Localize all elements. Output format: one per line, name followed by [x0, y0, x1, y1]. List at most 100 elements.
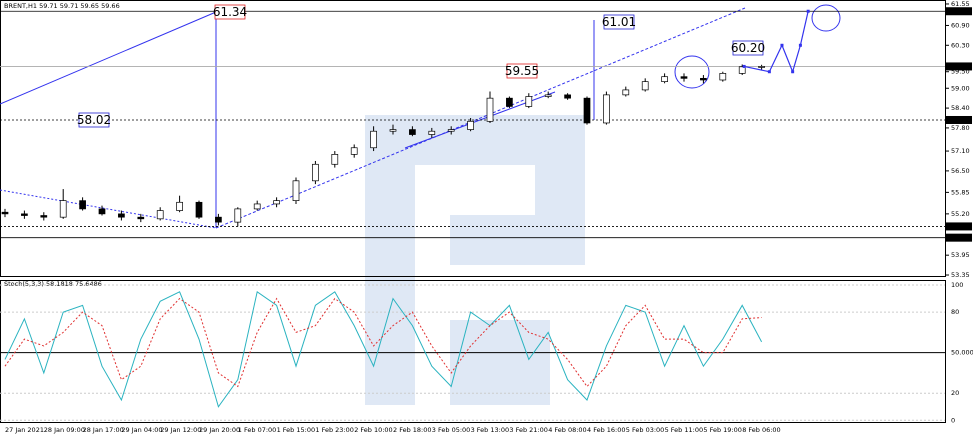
- forecast-point: [806, 9, 810, 13]
- x-tick-label: 2 Feb 10:00: [354, 426, 393, 434]
- candle-body: [467, 120, 474, 130]
- annotation: 59.55: [505, 64, 539, 78]
- x-tick-label: 1 Feb 23:00: [315, 426, 354, 434]
- candle-body: [758, 66, 765, 68]
- candle-body: [370, 130, 377, 149]
- candle-body: [506, 97, 513, 107]
- annotation: 60.20: [731, 41, 765, 55]
- candle-body: [409, 129, 416, 135]
- candle-body: [661, 76, 668, 82]
- candle-body: [719, 73, 727, 81]
- level-label-box: [946, 62, 972, 71]
- x-tick-label: 3 Feb 13:00: [471, 426, 510, 434]
- main-panel-frame: [0, 0, 946, 277]
- candle-body: [79, 200, 86, 210]
- forecast-point: [791, 70, 795, 74]
- y-tick-label: 60.30: [951, 41, 970, 49]
- candle-body: [253, 203, 261, 210]
- y-tick-label: 58.40: [951, 104, 970, 112]
- level-label-box: [946, 115, 972, 124]
- annotation: 58.02: [77, 113, 111, 127]
- y-tick-label: 53.95: [951, 251, 970, 259]
- candle-body: [583, 97, 591, 124]
- forecast-point: [780, 43, 784, 47]
- candle-body: [156, 210, 164, 220]
- y-tick-label: 53.35: [951, 271, 970, 279]
- x-tick-label: 3 Feb 21:00: [509, 426, 548, 434]
- forecast-point: [767, 70, 771, 74]
- candle-body: [525, 96, 533, 107]
- x-tick-label: 5 Feb 03:00: [626, 426, 665, 434]
- candle-body: [195, 201, 203, 218]
- x-tick-label: 4 Feb 16:00: [587, 426, 626, 434]
- y-tick-label: 61.55: [951, 0, 970, 8]
- x-tick-label: 28 Jan 09:00: [44, 426, 85, 434]
- annotation: 61.34: [213, 5, 247, 19]
- y-tick-label: 59.50: [951, 68, 970, 76]
- annotation-box: [603, 14, 635, 30]
- candle-body: [273, 200, 280, 205]
- candle-body: [447, 129, 455, 132]
- candle-body: [641, 81, 649, 91]
- candle-body: [21, 213, 28, 216]
- candle-body: [680, 76, 688, 79]
- stoch-line: [4, 290, 763, 408]
- candle-body: [215, 216, 222, 223]
- y-tick-label: 55.85: [951, 188, 970, 196]
- y-tick-label: 0: [951, 416, 955, 424]
- candle-body: [350, 147, 358, 155]
- x-tick-label: 3 Feb 05:00: [432, 426, 471, 434]
- level-label: 59.66: [948, 62, 967, 70]
- chart-title: BRENT,H1 59.71 59.71 59.65 59.66: [4, 2, 120, 10]
- x-tick-label: 2 Feb 18:00: [393, 426, 432, 434]
- y-tick-label: 80: [951, 308, 959, 316]
- x-tick-label: 1 Feb 15:00: [277, 426, 316, 434]
- candle-body: [603, 94, 610, 124]
- candle-body: [331, 154, 339, 165]
- level-label-box: [946, 222, 972, 231]
- x-tick-label: 5 Feb 11:00: [665, 426, 704, 434]
- annotation: 61.01: [602, 15, 636, 29]
- y-tick-label: 55.20: [951, 210, 970, 218]
- y-tick-label: 100: [951, 281, 963, 289]
- candle-body: [59, 200, 67, 218]
- candle-body: [389, 129, 397, 132]
- y-tick-label: 20: [951, 389, 959, 397]
- y-tick-label: 50.0000: [951, 349, 973, 357]
- level-label: 58.04: [948, 116, 967, 124]
- x-tick-label: 29 Jan 04:00: [121, 426, 162, 434]
- x-tick-label: 5 Feb 19:00: [703, 426, 742, 434]
- y-tick-label: 59.00: [951, 84, 970, 92]
- x-tick-label: 4 Feb 08:00: [548, 426, 587, 434]
- level-label-box: [946, 7, 972, 16]
- candle-body: [40, 215, 48, 218]
- candle-body: [700, 77, 707, 81]
- stoch-panel-frame: [0, 280, 946, 423]
- annotation-box: [214, 4, 246, 20]
- candle-body: [118, 213, 125, 218]
- x-tick-label: 28 Jan 17:00: [83, 426, 124, 434]
- annotation-box: [78, 112, 110, 128]
- level-label: 54.48: [948, 234, 967, 242]
- level-label-box: [946, 233, 972, 242]
- candle-body: [544, 94, 552, 97]
- x-tick-label: 8 Feb 06:00: [742, 426, 781, 434]
- stoch-title: Stoch(5,3,3) 58.1818 75.6486: [4, 280, 102, 288]
- y-tick-label: 57.10: [951, 147, 970, 155]
- candle-body: [486, 97, 494, 122]
- y-tick-label: 60.90: [951, 21, 970, 29]
- watermark: [365, 115, 585, 405]
- candle-body: [292, 180, 300, 201]
- y-tick-label: 56.50: [951, 167, 970, 175]
- candle-body: [176, 201, 183, 211]
- x-tick-label: 29 Jan 12:00: [160, 426, 201, 434]
- forecast-point: [798, 43, 802, 47]
- candle-body: [98, 208, 106, 215]
- level-label: 61.33: [948, 7, 967, 15]
- x-tick-label: 29 Jan 20:00: [199, 426, 240, 434]
- candle-body: [738, 66, 746, 74]
- forecast-line: [744, 11, 809, 74]
- x-tick-label: 1 Feb 07:00: [238, 426, 277, 434]
- forecast-point: [742, 64, 746, 68]
